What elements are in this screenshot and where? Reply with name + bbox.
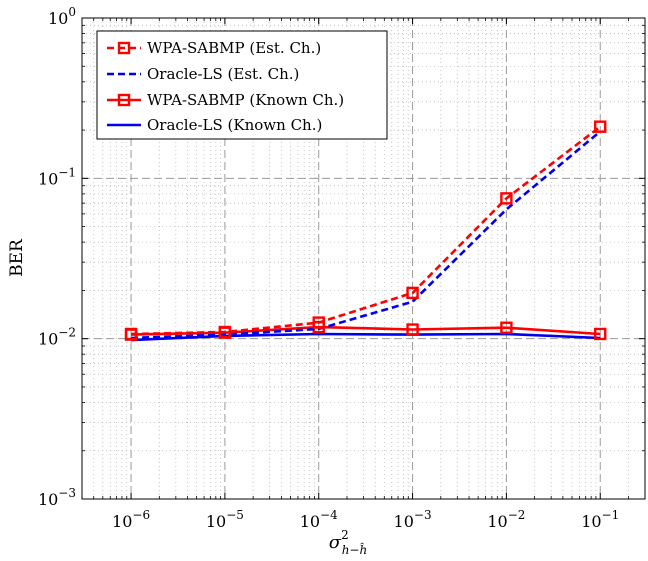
y-tick-exponent: −1: [58, 165, 76, 179]
y-tick-exponent: −2: [58, 326, 76, 340]
data-point: [406, 323, 419, 336]
x-axis-label-main: σ: [329, 532, 342, 553]
x-tick-exponent: −4: [320, 508, 338, 522]
x-tick-base: 10: [487, 512, 507, 531]
series-line: [131, 130, 602, 340]
data-point: [124, 327, 138, 341]
legend-entry: WPA-SABMP (Known Ch.): [107, 91, 344, 109]
data-point: [312, 316, 325, 329]
x-tick-base: 10: [300, 512, 320, 531]
data-point: [500, 321, 513, 334]
series-layer: [124, 120, 607, 342]
x-tick-label: 10−6: [112, 508, 150, 531]
y-tick-exponent: 0: [68, 5, 76, 19]
x-axis-label: σ2 h−ĥ: [329, 528, 367, 557]
series-line: [131, 125, 601, 336]
axis-ticks: [81, 17, 645, 500]
data-point: [594, 327, 607, 341]
x-tick-exponent: −6: [132, 508, 150, 522]
legend-box: [96, 30, 388, 140]
x-tick-base: 10: [581, 512, 601, 531]
x-tick-exponent: −1: [602, 508, 620, 522]
x-tick-base: 10: [394, 512, 414, 531]
legend: WPA-SABMP (Est. Ch.) Oracle-LS (Est. Ch.)…: [96, 30, 388, 140]
y-tick-label: 100: [48, 5, 76, 28]
series-3: [131, 332, 601, 342]
x-axis-label-sup: 2: [341, 528, 349, 542]
x-tick-label: 10−1: [581, 508, 619, 531]
legend-entry: Oracle-LS (Known Ch.): [107, 116, 322, 134]
y-tick-base: 10: [38, 330, 58, 349]
data-point: [500, 192, 513, 205]
legend-label: Oracle-LS (Known Ch.): [147, 116, 322, 134]
x-tick-base: 10: [206, 512, 226, 531]
y-tick-label: 10−1: [38, 165, 76, 188]
legend-marker: [117, 41, 131, 55]
x-tick-base: 10: [112, 512, 132, 531]
y-tick-base: 10: [48, 9, 68, 28]
legend-label: Oracle-LS (Est. Ch.): [147, 65, 299, 83]
x-tick-label: 10−3: [394, 508, 432, 531]
legend-entry: WPA-SABMP (Est. Ch.): [107, 39, 321, 57]
y-tick-base: 10: [38, 490, 58, 509]
x-tick-exponent: −3: [414, 508, 432, 522]
x-tick-exponent: −5: [226, 508, 244, 522]
y-tick-label: 10−2: [38, 326, 76, 349]
data-point: [594, 120, 607, 133]
x-tick-exponent: −2: [508, 508, 526, 522]
series-1: [131, 130, 602, 340]
series-line: [131, 332, 601, 342]
series-0: [124, 120, 607, 341]
x-tick-label: 10−4: [300, 508, 338, 531]
data-point: [406, 286, 419, 300]
x-axis-label-sub: h−ĥ: [342, 542, 368, 557]
y-tick-base: 10: [38, 169, 58, 188]
legend-entry: Oracle-LS (Est. Ch.): [107, 65, 299, 83]
legend-label: WPA-SABMP (Est. Ch.): [147, 39, 321, 57]
data-point: [218, 325, 232, 339]
x-tick-labels: 10−6 10−5 10−4 10−3 10−2 10−1: [112, 508, 619, 531]
x-tick-label: 10−2: [487, 508, 525, 531]
x-tick-label: 10−5: [206, 508, 244, 531]
y-tick-label: 10−3: [38, 486, 76, 509]
y-axis-label: BER: [7, 238, 27, 277]
legend-label: WPA-SABMP (Known Ch.): [147, 91, 344, 109]
y-tick-exponent: −3: [58, 486, 76, 500]
legend-marker: [117, 93, 131, 107]
